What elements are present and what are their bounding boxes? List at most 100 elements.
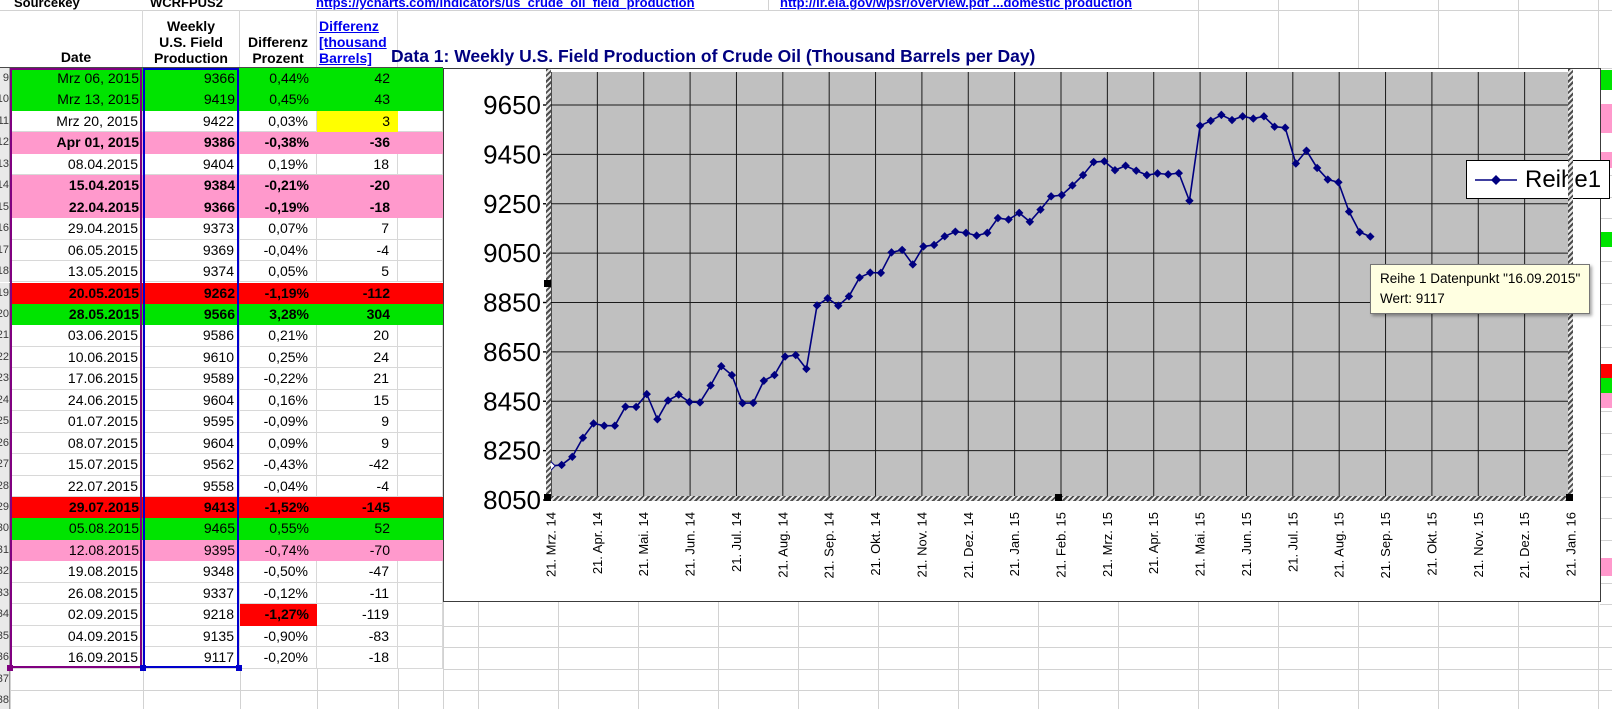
data-point[interactable] (1014, 208, 1024, 218)
cell-production[interactable]: 9374 (143, 261, 240, 283)
data-point[interactable] (1185, 196, 1194, 205)
cell-differenz-barrels[interactable]: 9 (317, 432, 398, 455)
cell-date[interactable]: Mrz 20, 2015 (10, 110, 143, 133)
row-header[interactable]: 23 (0, 368, 10, 390)
cell-date[interactable]: 10.06.2015 (10, 346, 143, 369)
cell-differenz-prozent[interactable]: -0,09% (240, 411, 317, 433)
data-point[interactable] (589, 419, 598, 428)
cell-differenz-prozent[interactable]: -0,04% (240, 475, 317, 497)
cell-date[interactable]: 28.05.2015 (10, 303, 143, 326)
cell-differenz-barrels[interactable]: 43 (317, 89, 398, 111)
cell-date[interactable]: Apr 01, 2015 (10, 132, 143, 154)
cell-date[interactable]: 22.07.2015 (10, 475, 143, 497)
cell-empty[interactable] (398, 497, 443, 519)
data-point[interactable] (1312, 163, 1322, 173)
cell-production[interactable]: 9422 (143, 110, 240, 133)
cell-differenz-prozent[interactable]: 0,19% (240, 153, 317, 176)
cell-empty[interactable] (398, 325, 443, 347)
row-header[interactable]: 21 (0, 325, 10, 347)
cell-empty[interactable] (398, 89, 443, 111)
cell-differenz-prozent[interactable]: -0,19% (240, 196, 317, 219)
cell-differenz-prozent[interactable]: 0,09% (240, 432, 317, 455)
chart-legend[interactable]: Reihe1 (1466, 160, 1610, 199)
data-point[interactable] (1163, 170, 1173, 179)
cell-empty[interactable] (398, 368, 443, 390)
cell-production[interactable]: 9589 (143, 368, 240, 390)
cell-differenz-prozent[interactable]: 3,28% (240, 303, 317, 326)
row-header[interactable]: 17 (0, 239, 10, 262)
cell-differenz-barrels[interactable]: -18 (317, 647, 398, 669)
data-point[interactable] (1227, 115, 1237, 125)
cell-differenz-prozent[interactable]: -0,38% (240, 132, 317, 154)
cell-differenz-barrels[interactable]: -11 (317, 582, 398, 605)
cell-production[interactable]: 9604 (143, 432, 240, 455)
cell-empty[interactable] (398, 539, 443, 562)
cell-differenz-prozent[interactable]: 0,03% (240, 110, 317, 133)
data-point[interactable] (1078, 170, 1088, 180)
data-point[interactable] (621, 402, 630, 411)
cell-production[interactable]: 9218 (143, 604, 240, 626)
colored-cell[interactable] (1600, 70, 1612, 90)
cell-differenz-barrels[interactable]: 24 (317, 346, 398, 369)
cell-differenz-barrels[interactable]: 15 (317, 389, 398, 412)
colored-cell[interactable] (1600, 364, 1612, 378)
cell-production[interactable]: 9413 (143, 497, 240, 519)
row-header[interactable]: 25 (0, 411, 10, 433)
cell-date[interactable]: Mrz 13, 2015 (10, 89, 143, 111)
cell-empty[interactable] (398, 282, 443, 304)
cell-differenz-prozent[interactable]: 0,25% (240, 346, 317, 369)
cell-differenz-barrels[interactable]: 9 (317, 411, 398, 433)
cell-date[interactable]: 04.09.2015 (10, 625, 143, 648)
cell-date[interactable]: 05.08.2015 (10, 518, 143, 540)
cell-empty[interactable] (398, 218, 443, 240)
cell-differenz-barrels[interactable]: -20 (317, 175, 398, 197)
data-point[interactable] (1355, 227, 1364, 237)
row-header[interactable]: 36 (0, 647, 10, 669)
cell-differenz-barrels[interactable]: 3 (317, 110, 398, 133)
row-header[interactable]: 26 (0, 432, 10, 455)
data-point[interactable] (951, 227, 960, 236)
cell-production[interactable]: 9348 (143, 561, 240, 583)
data-point[interactable] (780, 352, 790, 361)
data-point[interactable] (983, 228, 992, 238)
cell-empty[interactable] (398, 261, 443, 283)
data-point[interactable] (961, 228, 971, 238)
cell-differenz-prozent[interactable]: -0,04% (240, 239, 317, 262)
row-header[interactable]: 28 (0, 475, 10, 497)
column-header-differenz-barrels-link[interactable]: Differenz [thousand Barrels] (319, 18, 387, 66)
data-point[interactable] (1270, 122, 1279, 131)
cell-date[interactable]: 12.08.2015 (10, 539, 143, 562)
data-point[interactable] (1100, 157, 1109, 166)
cell-differenz-barrels[interactable]: 52 (317, 518, 398, 540)
cell-differenz-prozent[interactable]: -1,52% (240, 497, 317, 519)
data-point[interactable] (855, 273, 864, 282)
cell-empty[interactable] (398, 432, 443, 455)
cell-production[interactable]: 9558 (143, 475, 240, 497)
plot-handle-bottom-right[interactable] (1566, 494, 1573, 501)
data-point[interactable] (1259, 112, 1269, 121)
cell-date[interactable]: 26.08.2015 (10, 582, 143, 605)
colored-cell[interactable] (1600, 104, 1612, 133)
cell-production[interactable]: 9366 (143, 196, 240, 219)
cell-production[interactable]: 9566 (143, 303, 240, 326)
ycharts-link-cell[interactable]: https://ycharts.com/indicators/us_crude_… (316, 0, 776, 10)
data-point[interactable] (770, 370, 779, 380)
data-point[interactable] (1344, 207, 1354, 216)
data-point[interactable] (919, 242, 928, 251)
data-point[interactable] (1046, 192, 1056, 201)
cell-date[interactable]: Mrz 06, 2015 (10, 68, 143, 90)
data-point[interactable] (706, 381, 715, 390)
selection-handle-blue-right[interactable] (236, 665, 242, 671)
data-point[interactable] (1025, 217, 1035, 226)
cell-date[interactable]: 06.05.2015 (10, 239, 143, 262)
row-header[interactable]: 31 (0, 539, 10, 562)
column-header-date[interactable]: Date (10, 10, 143, 68)
plot-handle-mid-left[interactable] (544, 280, 551, 287)
cell-date[interactable]: 29.07.2015 (10, 497, 143, 519)
cell-differenz-barrels[interactable]: -83 (317, 625, 398, 648)
row-header[interactable]: 13 (0, 153, 10, 176)
cell-production[interactable]: 9610 (143, 346, 240, 369)
cell-production[interactable]: 9117 (143, 647, 240, 669)
row-header[interactable]: 16 (0, 218, 10, 240)
data-point[interactable] (1174, 168, 1184, 178)
